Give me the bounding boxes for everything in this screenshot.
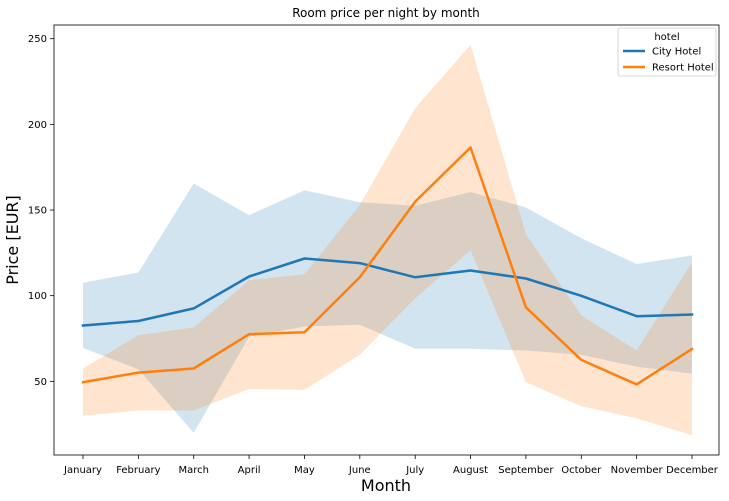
line-series-2 bbox=[81, 146, 694, 386]
band-series-1 bbox=[83, 183, 692, 433]
x-tick-label: June bbox=[348, 465, 371, 476]
x-tick-label: October bbox=[561, 465, 602, 476]
series-lines bbox=[81, 146, 694, 386]
x-tick-label: July bbox=[405, 465, 424, 476]
x-tick-label: May bbox=[294, 465, 315, 476]
x-tick-label: March bbox=[178, 465, 208, 476]
x-axis: January February March April May June July Augu… bbox=[63, 455, 719, 476]
legend-title: hotel bbox=[654, 32, 679, 43]
y-tick-label: 250 bbox=[28, 34, 47, 45]
line-series-1 bbox=[81, 257, 694, 327]
plot-frame bbox=[53, 24, 720, 456]
x-axis-title: Month bbox=[361, 476, 411, 495]
x-tick-label: August bbox=[453, 465, 488, 476]
x-tick-label: December bbox=[666, 465, 719, 476]
y-tick-label: 100 bbox=[28, 291, 47, 302]
legend-label-1: City Hotel bbox=[652, 47, 701, 58]
x-tick-label: September bbox=[498, 465, 554, 476]
legend: hotel City Hotel Resort Hotel bbox=[617, 27, 717, 77]
y-axis-title: Price [EUR] bbox=[3, 195, 22, 285]
y-tick-label: 200 bbox=[28, 120, 47, 131]
y-axis: 50 100 150 200 250 bbox=[28, 34, 54, 388]
x-tick-label: January bbox=[63, 465, 102, 476]
chart-title: Room price per night by month bbox=[292, 6, 480, 20]
x-tick-label: February bbox=[116, 465, 160, 476]
legend-label-2: Resort Hotel bbox=[652, 63, 714, 74]
y-tick-label: 50 bbox=[34, 377, 47, 388]
legend-box bbox=[617, 27, 717, 77]
y-tick-label: 150 bbox=[28, 206, 47, 217]
x-tick-label: April bbox=[238, 465, 261, 476]
x-tick-label: November bbox=[611, 465, 664, 476]
